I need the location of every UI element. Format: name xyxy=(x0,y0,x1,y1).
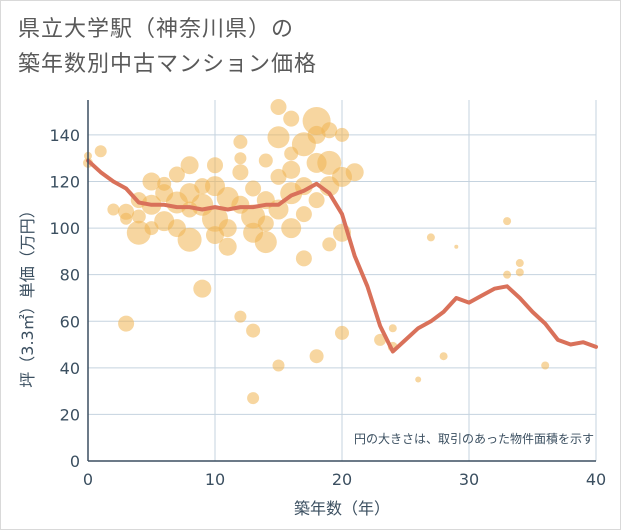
bubble-point xyxy=(503,217,512,226)
bubble-point xyxy=(281,218,302,239)
bubble-point xyxy=(233,134,248,149)
bubble-point xyxy=(270,168,287,185)
y-tick-label: 120 xyxy=(49,173,80,192)
bubble-point xyxy=(515,259,524,268)
bubble-point xyxy=(335,127,349,142)
bubble-point xyxy=(131,209,146,224)
bubble-point xyxy=(142,172,161,191)
bubble-point xyxy=(107,203,120,216)
bubble-point xyxy=(503,270,512,279)
bubble-point xyxy=(307,125,326,144)
bubble-point xyxy=(218,219,237,238)
bubble-point xyxy=(177,227,202,252)
bubble-point xyxy=(272,359,285,372)
bubble-point xyxy=(258,153,273,168)
bubble-point xyxy=(283,110,300,127)
bubble-point xyxy=(247,392,260,405)
y-tick-label: 40 xyxy=(60,359,80,378)
bubble-point xyxy=(207,157,223,174)
chart-title: 県立大学駅（神奈川県）の 築年数別中古マンション価格 xyxy=(18,12,317,82)
bubble-point xyxy=(246,323,261,338)
bubble-point xyxy=(232,164,249,181)
bubble-point xyxy=(426,233,435,242)
bubble-point xyxy=(308,192,325,209)
size-note: 円の大きさは、取引のあった物件面積を示す xyxy=(354,431,594,446)
y-tick-label: 140 xyxy=(49,126,80,145)
bubble-point xyxy=(295,206,312,223)
bubble-point xyxy=(270,98,287,115)
bubble-point xyxy=(309,349,324,364)
bubble-point xyxy=(321,122,338,139)
average-price-line xyxy=(86,158,598,354)
bubble-point xyxy=(234,152,247,165)
bubble-point xyxy=(157,176,172,191)
bubble-point xyxy=(282,160,301,179)
bubble-point xyxy=(345,163,364,182)
y-tick-label: 100 xyxy=(49,219,80,238)
y-tick-label: 20 xyxy=(60,405,80,424)
bubble-point xyxy=(245,180,262,197)
bubble-point xyxy=(295,250,312,267)
bubble-point xyxy=(374,333,387,346)
bubble-point xyxy=(94,145,107,158)
y-tick-label: 60 xyxy=(60,312,80,331)
bubble-point xyxy=(168,166,185,183)
bubble-point xyxy=(118,315,135,332)
bubble-point xyxy=(257,215,274,232)
bubble-point xyxy=(317,150,342,175)
bubble-point xyxy=(439,352,448,361)
x-tick-label: 20 xyxy=(332,470,352,489)
bubble-point xyxy=(234,310,247,323)
bubble-point xyxy=(267,126,290,149)
bubble-point xyxy=(218,237,237,256)
bubble-point xyxy=(322,237,337,252)
title-line-1: 県立大学駅（神奈川県）の xyxy=(18,17,295,42)
grid-layer xyxy=(88,100,597,461)
x-tick-label: 10 xyxy=(205,470,225,489)
title-line-2: 築年数別中古マンション価格 xyxy=(18,52,318,77)
y-axis-title: 坪（3.3㎡）単価（万円） xyxy=(18,202,37,387)
bubble-point xyxy=(415,376,422,383)
bubble-point xyxy=(254,231,277,254)
bubble-point xyxy=(454,244,459,249)
bubble-point xyxy=(541,361,550,370)
bubble-point xyxy=(120,212,133,225)
bubble-point xyxy=(515,268,524,277)
x-tick-label: 0 xyxy=(83,470,93,489)
bubble-point xyxy=(335,325,349,340)
x-tick-label: 40 xyxy=(586,470,606,489)
x-axis-title: 築年数（年） xyxy=(294,499,390,518)
y-tick-label: 0 xyxy=(70,452,80,471)
y-tick-label: 80 xyxy=(60,266,80,285)
bubble-layer xyxy=(83,98,550,405)
bubble-point xyxy=(388,324,397,333)
x-tick-label: 30 xyxy=(459,470,479,489)
bubble-point xyxy=(193,279,212,298)
tick-layer: 0 20 40 60 80 100 120 140 0 10 20 30 40 xyxy=(49,100,606,489)
bubble-point xyxy=(180,156,199,175)
line-layer xyxy=(86,158,598,354)
